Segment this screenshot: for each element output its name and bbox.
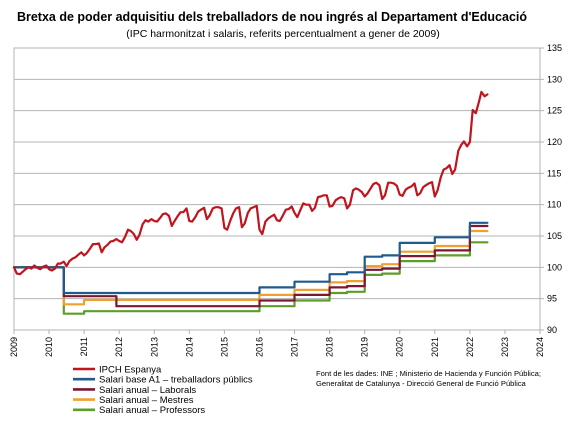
source-line-2: Generalitat de Catalunya - Direcció Gene…: [316, 379, 527, 388]
x-tick-label: 2012: [114, 337, 124, 357]
x-tick-label: 2018: [325, 337, 335, 357]
y-tick-label: 100: [547, 262, 562, 272]
chart-subtitle: (IPC harmonitzat i salaris, referits per…: [126, 28, 439, 40]
y-tick-label: 110: [547, 200, 561, 210]
series-line: [12, 221, 489, 295]
legend-label: Salari anual – Professors: [99, 405, 205, 416]
y-tick-label: 120: [547, 137, 562, 147]
chart-title: Bretxa de poder adquisitiu dels treballa…: [17, 10, 527, 24]
plot-frame: [13, 47, 541, 331]
x-tick-label: 2010: [44, 337, 54, 357]
x-tick-label: 2009: [9, 337, 19, 357]
legend-label: Salari anual – Laborals: [99, 385, 196, 396]
series-line: [12, 224, 489, 308]
x-tick-label: 2017: [290, 337, 300, 357]
legend-label: IPCH Espanya: [99, 364, 162, 375]
source-line-1: Font de les dades: INE ; Ministerio de H…: [316, 369, 541, 378]
x-tick-label: 2014: [184, 337, 194, 357]
x-tick-label: 2024: [535, 337, 545, 357]
x-tick-label: 2023: [500, 337, 510, 357]
x-tick-label: 2020: [395, 337, 405, 357]
legend-label: Salari base A1 – treballadors públics: [99, 375, 253, 386]
y-axis-ticks: 90 95 100 105 110 115 120 125 130 135: [540, 43, 562, 335]
x-tick-label: 2016: [254, 337, 264, 357]
series-line: [12, 241, 489, 315]
y-tick-label: 130: [547, 74, 562, 84]
x-tick-label: 2022: [465, 337, 475, 357]
series-line: [12, 90, 489, 276]
x-tick-label: 2015: [219, 337, 229, 357]
y-tick-label: 90: [547, 325, 557, 335]
series-lines: [12, 90, 489, 315]
x-tick-label: 2011: [79, 337, 89, 356]
x-tick-label: 2021: [430, 337, 440, 357]
y-tick-label: 115: [547, 168, 561, 178]
x-axis-ticks: 2009 2010 2011 2012 2013 2014 2015 2016 2017 2018…: [9, 330, 545, 357]
x-tick-label: 2019: [360, 337, 370, 357]
y-tick-label: 125: [547, 106, 562, 116]
y-tick-label: 135: [547, 43, 562, 53]
y-tick-label: 105: [547, 231, 562, 241]
y-tick-label: 95: [547, 294, 557, 304]
x-tick-label: 2013: [149, 337, 159, 357]
legend-label: Salari anual – Mestres: [99, 395, 194, 406]
